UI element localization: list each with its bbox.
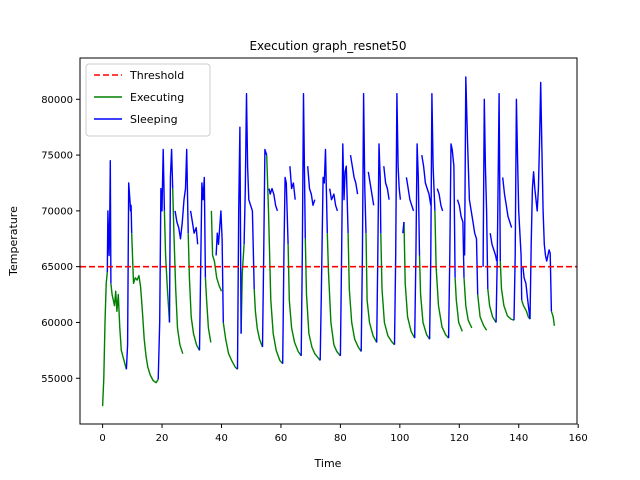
executing-segment-19 [418,255,431,340]
y-tick-label-65000: 65000 [41,262,73,273]
plot-frame [79,57,578,425]
executing-segment-0 [101,272,108,407]
x-tick-label-100: 100 [390,433,409,444]
plot-lines [101,76,556,407]
executing-segment-17 [380,233,396,346]
executing-segment-14 [326,233,341,357]
legend-label-threshold: Threshold [129,69,184,82]
y-axis-label: Temperature [7,206,20,277]
executing-segment-21 [454,277,463,332]
executing-segment-3 [163,210,171,323]
sleeping-segment-22 [376,143,382,343]
x-tick-label-60: 60 [275,433,288,444]
legend-box [85,63,211,137]
sleeping-segment-29 [428,92,436,340]
executing-segment-4 [172,188,184,354]
sleeping-segment-11 [268,187,279,212]
sleeping-segment-15 [307,166,316,207]
sleeping-segment-33 [463,76,479,295]
sleeping-segment-35 [489,233,498,262]
legend-label-executing: Executing [130,91,184,104]
executing-segment-22 [463,277,473,329]
sleeping-segment-1 [125,182,133,370]
sleeping-segment-21 [367,171,375,206]
executing-segment-25 [499,261,515,321]
executing-segment-13 [304,238,321,361]
executing-segment-15 [347,233,362,352]
sleeping-segment-18 [339,143,349,356]
executing-segment-20 [434,210,450,339]
sleeping-segment-20 [360,92,367,352]
executing-segment-8 [222,322,238,370]
sleeping-segment-38 [513,98,523,321]
y-tick-label-55000: 55000 [41,374,73,385]
y-tick-label-60000: 60000 [41,318,73,329]
y-axis: 55000 60000 65000 70000 75000 80000 [41,95,80,385]
executing-segment-27 [550,311,556,326]
sleeping-segment-13 [289,166,296,200]
executing-segment-5 [187,233,201,351]
legend-label-sleeping: Sleeping [130,113,178,126]
sleeping-segment-9 [243,92,255,290]
sleeping-segment-25 [402,221,405,234]
series-executing [101,155,556,407]
sleeping-segment-27 [414,143,421,339]
sleeping-segment-40 [529,81,553,320]
executing-segment-11 [266,155,284,365]
x-tick-label-40: 40 [215,433,228,444]
sleeping-segment-31 [447,143,456,339]
x-axis: 0 20 40 60 80 100 120 140 160 [99,424,588,444]
sleeping-segment-12 [282,176,289,364]
x-tick-label-120: 120 [450,433,469,444]
executing-segment-18 [403,221,416,339]
sleeping-segment-37 [502,177,513,228]
x-axis-label: Time [314,457,342,470]
executing-segment-26 [521,299,531,320]
executing-segment-2 [131,233,159,384]
executing-segment-23 [477,294,488,331]
sleeping-segment-4 [174,148,189,240]
x-tick-label-20: 20 [156,433,169,444]
executing-segment-16 [365,233,378,343]
legend: Threshold Executing Sleeping [85,63,211,137]
executing-segment-24 [487,288,497,323]
y-tick-label-75000: 75000 [41,151,73,162]
sleeping-segment-19 [349,154,359,195]
x-tick-label-0: 0 [99,433,105,444]
executing-segment-12 [287,244,302,357]
sleeping-segment-34 [482,98,489,290]
y-tick-label-70000: 70000 [41,206,73,217]
chart-title: Execution graph_resnet50 [249,39,406,53]
sleeping-segment-3 [168,148,174,323]
y-tick-label-80000: 80000 [41,95,73,106]
executing-segment-7 [210,210,223,292]
sleeping-segment-6 [198,176,207,351]
sleeping-segment-36 [495,92,501,323]
sleeping-segment-30 [436,188,444,212]
executing-segment-10 [253,288,264,348]
sleeping-segment-7 [215,210,224,323]
series-sleeping [106,76,553,380]
sleeping-segment-8 [236,126,242,370]
sleeping-segment-24 [393,92,402,345]
sleeping-segment-10 [261,148,268,348]
executing-segment-6 [204,277,212,343]
sleeping-segment-16 [319,148,328,361]
sleeping-segment-26 [405,177,415,212]
x-tick-label-160: 160 [569,433,588,444]
sleeping-segment-0 [106,159,112,284]
executing-segment-1 [110,283,128,370]
sleeping-segment-2 [157,148,166,380]
x-tick-label-80: 80 [334,433,347,444]
sleeping-segment-17 [329,188,339,212]
sleeping-segment-14 [300,92,306,356]
x-tick-label-140: 140 [509,433,528,444]
sleeping-segment-39 [522,266,531,320]
sleeping-segment-28 [421,154,432,206]
sleeping-segment-23 [383,166,390,200]
sleeping-segment-32 [456,199,465,278]
sleeping-segment-5 [189,210,199,245]
